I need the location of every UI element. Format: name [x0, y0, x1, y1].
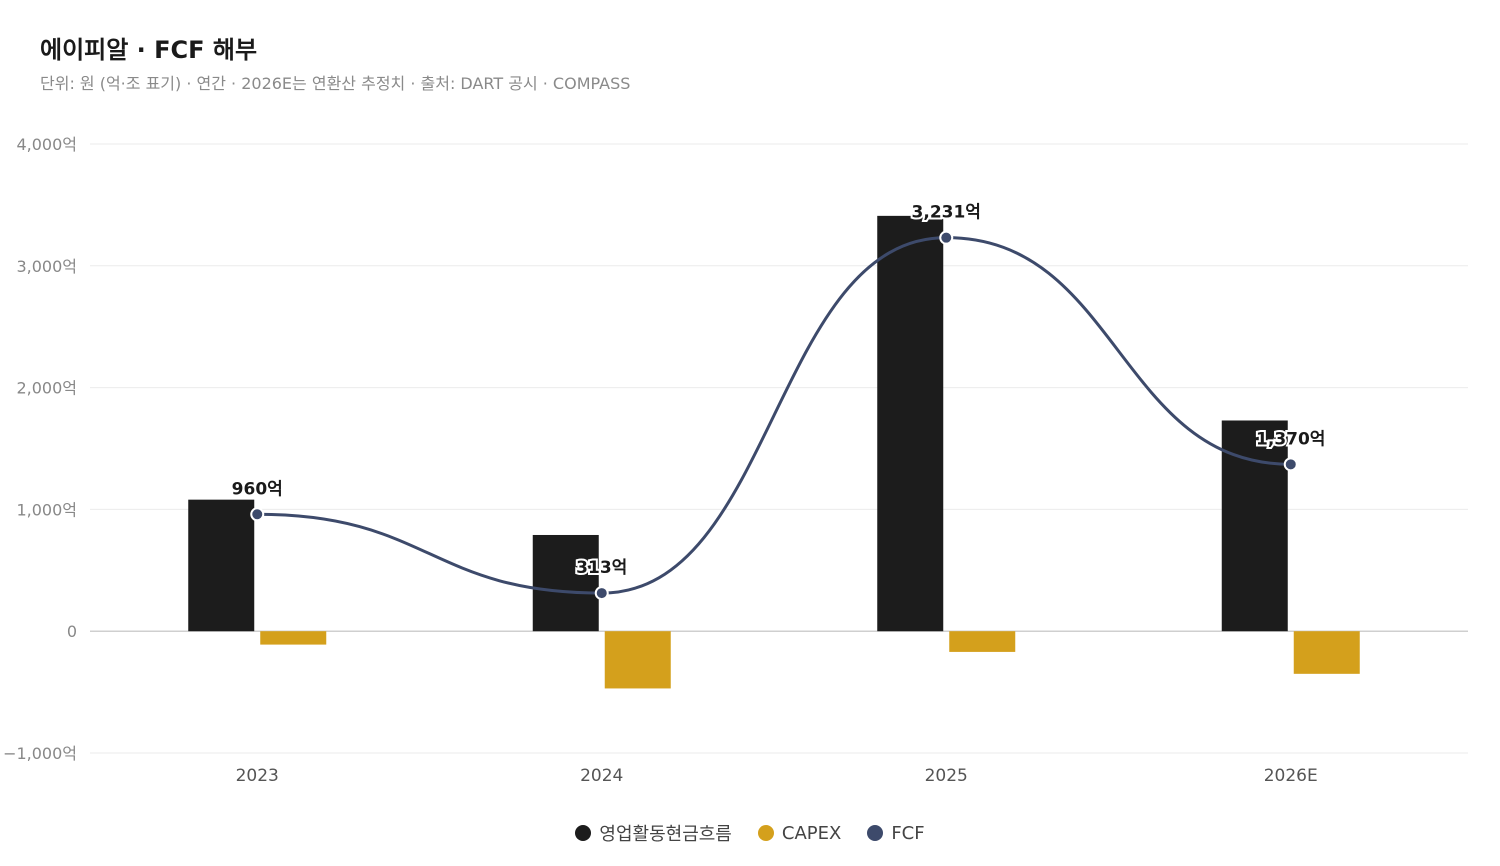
legend-swatch-fcf	[867, 825, 884, 841]
bar-operating-cashflow	[877, 215, 944, 632]
legend-swatch-capex	[757, 825, 774, 841]
y-tick-label: 4,000억	[16, 135, 77, 154]
x-tick-label: 2024	[580, 766, 623, 786]
fcf-data-label: 960억	[232, 479, 283, 499]
bar-operating-cashflow	[532, 534, 599, 632]
legend-item-capex[interactable]: CAPEX	[757, 820, 842, 846]
bar-capex	[949, 631, 1016, 652]
fcf-point	[250, 507, 265, 522]
fcf-data-label: 313억	[576, 558, 627, 578]
legend-item-fcf[interactable]: FCF	[867, 820, 925, 846]
bar-capex	[1293, 631, 1360, 674]
legend-label-capex: CAPEX	[781, 822, 842, 844]
legend-swatch-operating-cashflow	[575, 825, 592, 841]
fcf-data-label: 3,231억	[912, 203, 981, 223]
legend-label-fcf: FCF	[891, 822, 925, 844]
y-tick-label: 0	[67, 622, 77, 641]
y-tick-label: 1,000억	[16, 500, 77, 519]
x-tick-label: 2025	[925, 766, 968, 786]
bar-capex	[260, 631, 327, 645]
y-tick-label: 2,000억	[16, 379, 77, 398]
bar-operating-cashflow	[1221, 420, 1288, 632]
x-tick-label: 2026E	[1264, 766, 1318, 786]
x-tick-label: 2023	[236, 766, 279, 786]
y-tick-label: −1,000억	[3, 744, 77, 763]
legend-item-operating-cashflow[interactable]: 영업활동현금흐름	[575, 820, 732, 846]
fcf-point	[939, 230, 954, 245]
bar-operating-cashflow	[188, 499, 255, 632]
fcf-data-label: 1,370억	[1256, 429, 1325, 449]
chart-subtitle: 단위: 원 (억·조 표기) · 연간 · 2026E는 연환산 추정치 · 출…	[40, 74, 631, 93]
fcf-line	[257, 236, 1291, 595]
y-tick-label: 3,000억	[16, 257, 77, 276]
fcf-point	[1283, 457, 1298, 472]
legend-label-operating-cashflow: 영업활동현금흐름	[599, 824, 732, 845]
chart-title: 에이피알 · FCF 해부	[40, 36, 258, 64]
bar-capex	[604, 631, 671, 689]
fcf-point	[594, 586, 609, 601]
legend: 영업활동현금흐름 CAPEX FCF	[0, 820, 1500, 846]
